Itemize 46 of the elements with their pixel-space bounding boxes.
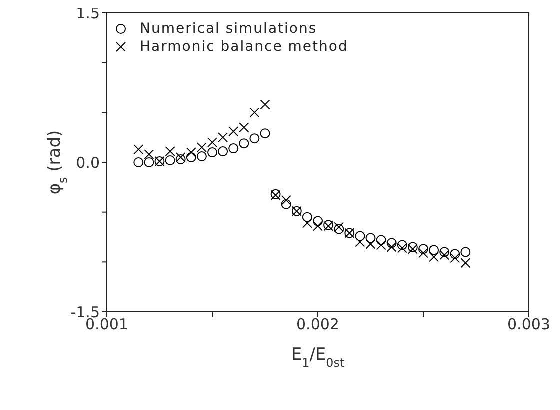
x-tick-label: 0.003 (508, 316, 550, 334)
point (208, 148, 218, 158)
point (313, 216, 323, 226)
point (355, 231, 366, 242)
point (239, 122, 250, 133)
point (460, 247, 471, 258)
point (208, 138, 218, 148)
legend-label: Harmonic balance method (140, 38, 348, 56)
point (250, 134, 260, 144)
point (165, 156, 176, 166)
point (418, 248, 428, 258)
point (186, 152, 196, 163)
point (144, 150, 154, 160)
point (165, 146, 176, 157)
point (429, 245, 440, 256)
point (134, 158, 144, 168)
point (366, 233, 376, 244)
point (134, 144, 144, 155)
point (302, 212, 312, 222)
point (228, 144, 239, 154)
point (386, 238, 397, 248)
x-axis-title: E$_{1}$/E$_{0st}$ (291, 345, 345, 370)
point (281, 199, 292, 210)
point (228, 126, 239, 137)
point (239, 138, 250, 149)
point (250, 108, 260, 118)
point (144, 158, 154, 168)
point (196, 142, 207, 153)
point (418, 244, 428, 254)
point (260, 128, 270, 139)
y-tick-label: 0.0 (76, 154, 100, 172)
point (260, 100, 270, 110)
point (376, 235, 386, 246)
point (302, 218, 312, 228)
legend-label: Numerical simulations (140, 20, 318, 38)
point (397, 240, 408, 250)
point (450, 253, 460, 264)
point (218, 146, 228, 157)
point (196, 152, 207, 162)
point (218, 132, 228, 143)
point (440, 247, 450, 258)
point (450, 249, 460, 260)
point (281, 195, 292, 206)
x-tick-label: 0.002 (296, 316, 340, 334)
point (186, 148, 196, 158)
point (460, 258, 471, 268)
